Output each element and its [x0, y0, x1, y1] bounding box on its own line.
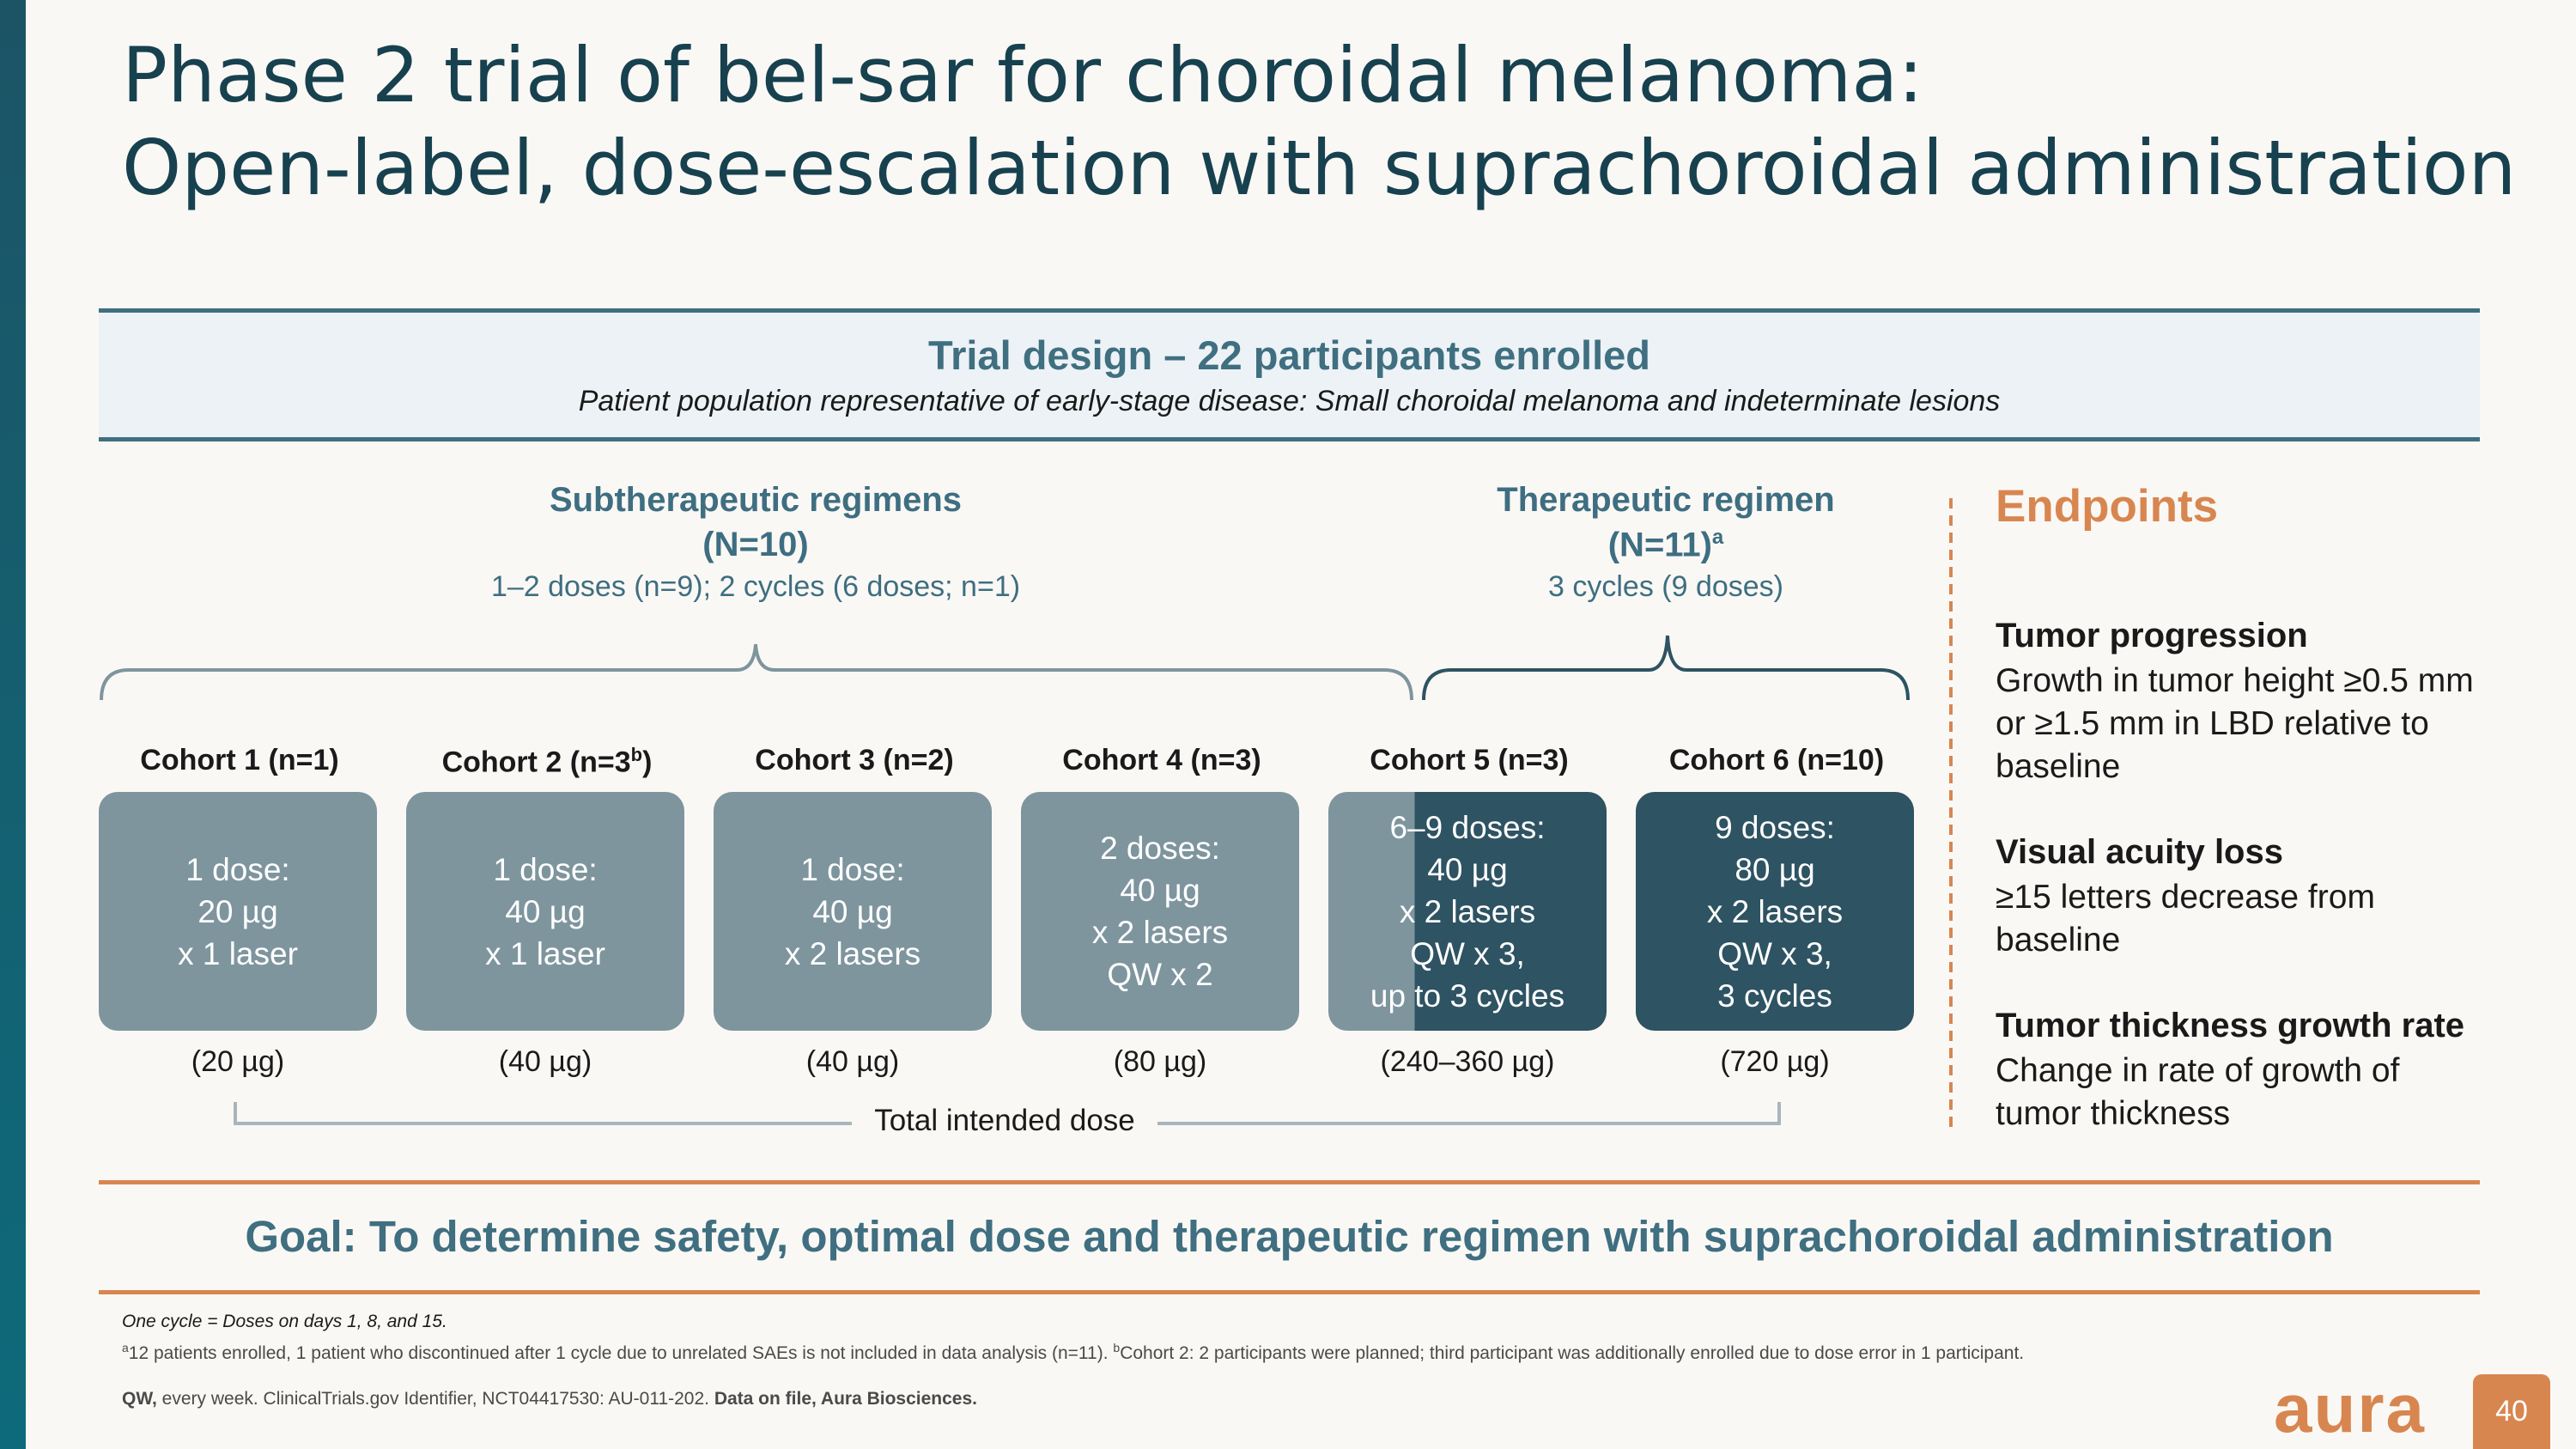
cohort-6-total: (720 µg)	[1720, 1045, 1830, 1078]
footnote-qw: QW, every week. ClinicalTrials.gov Ident…	[122, 1386, 2183, 1412]
footnote-cycle: One cycle = Doses on days 1, 8, and 15.	[122, 1309, 2183, 1335]
footnote-a-text: 12 patients enrolled, 1 patient who disc…	[128, 1343, 1114, 1363]
cohort-5-box: 6–9 doses: 40 µg x 2 lasers QW x 3, up t…	[1328, 792, 1607, 1031]
cohort-5-label: Cohort 5 (n=3)	[1370, 744, 1569, 776]
footnote-qw-text: every week. ClinicalTrials.gov Identifie…	[156, 1389, 714, 1409]
cohort-4-line-2: 40 µg	[1120, 873, 1200, 908]
footnote-cycle-text: One cycle = Doses on days 1, 8, and 15.	[122, 1312, 447, 1331]
cohort-6-line-5: 3 cycles	[1717, 977, 1832, 1014]
slide-title-line-2: Open-label, dose-escalation with suprach…	[122, 124, 2517, 212]
cohort-5-line-5: up to 3 cycles	[1370, 977, 1565, 1014]
endpoint-2-heading: Visual acuity loss	[1996, 833, 2283, 871]
cohort-5-line-1: 6–9 doses:	[1389, 809, 1546, 845]
cohort-6-line-2: 80 µg	[1735, 851, 1815, 887]
endpoints-title: Endpoints	[1996, 481, 2219, 532]
cohort-2-label-close: )	[642, 746, 653, 779]
endpoint-3-heading: Tumor thickness growth rate	[1996, 1007, 2465, 1044]
cohort-2-footnote-mark: b	[630, 744, 643, 765]
cohort-3-line-3: x 2 lasers	[784, 935, 921, 971]
trial-design-banner: Trial design – 22 participants enrolled …	[99, 308, 2480, 441]
endpoint-1-line-2: or ≥1.5 mm in LBD relative to	[1996, 705, 2429, 742]
footnote-b-text: Cohort 2: 2 participants were planned; t…	[1120, 1343, 2025, 1363]
endpoint-2-body: ≥15 letters decrease from baseline	[1996, 876, 2375, 962]
cohort-4-box: 2 doses: 40 µg x 2 lasers QW x 2	[1021, 792, 1299, 1031]
footnote-a-mark: a	[122, 1341, 129, 1355]
total-intended-dose-label: Total intended dose	[852, 1104, 1157, 1137]
footnote-b-mark: b	[1113, 1341, 1121, 1355]
endpoint-3-line-1: Change in rate of growth of	[1996, 1052, 2400, 1089]
cohort-3-total: (40 µg)	[805, 1045, 900, 1078]
cohort-4-line-3: x 2 lasers	[1091, 915, 1229, 950]
cohort-3-label: Cohort 3 (n=2)	[755, 744, 954, 776]
page-number: 40	[2473, 1374, 2550, 1449]
cohort-3-box: 1 dose: 40 µg x 2 lasers	[714, 792, 992, 1031]
footnote-ab: a12 patients enrolled, 1 patient who dis…	[122, 1335, 2148, 1367]
cohort-1-line-1: 1 dose:	[185, 851, 290, 887]
therapeutic-title: Therapeutic regimen	[1497, 481, 1835, 519]
cohort-6-box: 9 doses: 80 µg x 2 lasers QW x 3, 3 cycl…	[1636, 792, 1914, 1031]
trial-design-title: Trial design – 22 participants enrolled	[927, 332, 1651, 378]
footnote-data-on-file: Data on file, Aura Biosciences.	[714, 1389, 977, 1409]
subtherapeutic-title: Subtherapeutic regimens	[549, 481, 963, 519]
cohort-5-line-2: 40 µg	[1427, 851, 1508, 887]
cohort-4-line-4: QW x 2	[1107, 957, 1213, 992]
cohort-3-line-1: 1 dose:	[800, 851, 905, 887]
goal-statement: Goal: To determine safety, optimal dose …	[245, 1212, 2334, 1261]
endpoint-2-line-2: baseline	[1996, 922, 2121, 959]
cohort-1-box: 1 dose: 20 µg x 1 laser	[99, 792, 377, 1031]
cohort-1-label: Cohort 1 (n=1)	[140, 744, 339, 776]
cohort-2-line-3: x 1 laser	[485, 935, 605, 971]
cohort-2-line-1: 1 dose:	[493, 851, 598, 887]
cohort-4-total: (80 µg)	[1113, 1045, 1207, 1078]
total-intended-dose: Total intended dose	[0, 1104, 2009, 1138]
aura-logo: aura	[2274, 1370, 2426, 1446]
slide-title-line-1: Phase 2 trial of bel-sar for choroidal m…	[122, 31, 1923, 119]
footnote-qw-abbrev: QW,	[122, 1389, 157, 1409]
endpoint-1-body: Growth in tumor height ≥0.5 mm or ≥1.5 m…	[1996, 660, 2474, 788]
endpoint-1-line-1: Growth in tumor height ≥0.5 mm	[1996, 662, 2474, 699]
cohort-1-total: (20 µg)	[191, 1045, 285, 1078]
cohort-5-line-3: x 2 lasers	[1399, 893, 1536, 929]
therapeutic-n-value: (N=11)	[1607, 526, 1712, 564]
cohort-2-line-2: 40 µg	[505, 893, 586, 929]
subtherapeutic-note: 1–2 doses (n=9); 2 cycles (6 doses; n=1)	[490, 570, 1021, 603]
endpoint-3-line-2: tumor thickness	[1996, 1095, 2231, 1132]
cohort-2-box: 1 dose: 40 µg x 1 laser	[406, 792, 684, 1031]
endpoint-2-line-1: ≥15 letters decrease from	[1996, 879, 2375, 916]
goal-bottom-rule	[99, 1290, 2480, 1294]
cohort-4-line-1: 2 doses:	[1100, 831, 1220, 866]
cohort-3-line-2: 40 µg	[812, 893, 893, 929]
slide-title: Phase 2 trial of bel-sar for choroidal m…	[122, 29, 2526, 215]
therapeutic-bracket	[1422, 635, 1910, 701]
subtherapeutic-bracket	[100, 643, 1413, 701]
therapeutic-n-footnote-mark: a	[1711, 526, 1724, 549]
cohort-1-line-2: 20 µg	[197, 893, 278, 929]
endpoint-1-line-3: baseline	[1996, 748, 2121, 785]
cohort-2-total: (40 µg)	[498, 1045, 592, 1078]
endpoint-1-heading: Tumor progression	[1996, 617, 2308, 654]
cohort-2-label-text: Cohort 2 (n=3	[441, 746, 631, 779]
cohort-6-line-3: x 2 lasers	[1706, 893, 1844, 929]
cohort-6-line-4: QW x 3,	[1717, 935, 1832, 971]
therapeutic-note: 3 cycles (9 doses)	[1548, 570, 1783, 603]
cohort-2-label: Cohort 2 (n=3b)	[405, 744, 689, 779]
cohort-4-label: Cohort 4 (n=3)	[1062, 744, 1261, 776]
subtherapeutic-n: (N=10)	[702, 526, 809, 563]
cohort-6-label: Cohort 6 (n=10)	[1668, 744, 1885, 776]
cohort-6-line-1: 9 doses:	[1715, 809, 1835, 845]
cohort-5-line-4: QW x 3,	[1410, 935, 1525, 971]
cohort-1-line-3: x 1 laser	[178, 935, 298, 971]
left-accent-bar	[0, 0, 26, 1449]
cohort-5-total: (240–360 µg)	[1380, 1045, 1555, 1078]
therapeutic-n: (N=11)a	[1408, 526, 1923, 564]
goal-top-rule	[99, 1180, 2480, 1184]
endpoint-3-body: Change in rate of growth of tumor thickn…	[1996, 1050, 2399, 1135]
trial-design-subtitle: Patient population representative of ear…	[578, 385, 2001, 417]
